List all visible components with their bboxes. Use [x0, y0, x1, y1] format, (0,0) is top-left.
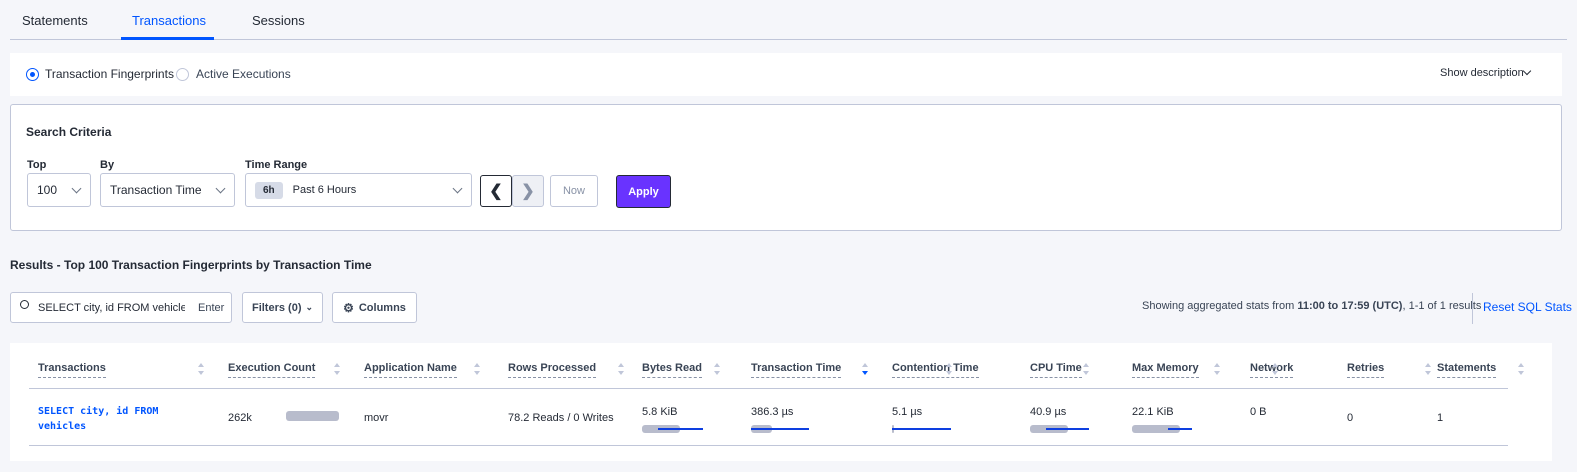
time-range-label: Time Range — [245, 159, 308, 171]
column-header-rows-processed[interactable]: Rows Processed — [508, 362, 597, 378]
column-header-bytes-read[interactable]: Bytes Read — [642, 362, 702, 378]
sort-desc-icon[interactable] — [862, 363, 868, 375]
columns-button[interactable]: ⚙ Columns — [332, 292, 417, 323]
tab-sessions[interactable]: Sessions — [252, 13, 305, 28]
sort-icon[interactable] — [1425, 363, 1431, 375]
max-memory-deviation — [1168, 428, 1192, 430]
execution-count: 262k — [228, 412, 252, 424]
time-range-select[interactable]: 6h Past 6 Hours — [245, 173, 472, 207]
column-header-contention-time[interactable]: Contention Time — [892, 362, 979, 378]
sort-icon[interactable] — [474, 363, 480, 375]
column-header-network[interactable]: Network — [1250, 362, 1294, 378]
view-toggle-bar: Transaction Fingerprints Active Executio… — [10, 53, 1562, 96]
by-value: Transaction Time — [110, 183, 202, 197]
execution-count-bar — [286, 411, 339, 421]
tab-statements[interactable]: Statements — [22, 13, 88, 28]
by-label: By — [100, 159, 115, 171]
transaction-link[interactable]: SELECT city, id FROM vehicles — [38, 404, 158, 434]
column-header-application-name[interactable]: Application Name — [364, 362, 457, 378]
statements-count: 1 — [1437, 412, 1444, 424]
bytes-read-deviation — [658, 428, 703, 430]
tab-divider — [10, 39, 1567, 40]
application-name: movr — [364, 412, 389, 424]
search-input[interactable]: SELECT city, id FROM vehicles W Enter — [10, 292, 232, 323]
transaction-text[interactable]: vehicles — [38, 421, 87, 432]
filters-button[interactable]: Filters (0) ⌄ — [242, 292, 323, 323]
show-description-button[interactable]: Show description — [1440, 67, 1524, 79]
rows-processed: 78.2 Reads / 0 Writes — [508, 412, 614, 424]
transaction-time: 386.3 µs — [751, 406, 794, 418]
search-criteria-title: Search Criteria — [26, 125, 112, 139]
chevron-down-icon: ⌄ — [305, 302, 314, 312]
tab-transactions[interactable]: Transactions — [132, 13, 206, 28]
transaction-text[interactable]: SELECT city, id FROM — [38, 406, 159, 417]
bytes-read: 5.8 KiB — [642, 406, 678, 418]
max-memory-bar — [1132, 425, 1180, 433]
column-header-max-memory[interactable]: Max Memory — [1132, 362, 1199, 378]
retries: 0 — [1347, 412, 1354, 424]
radio-transaction-fingerprints[interactable] — [26, 68, 39, 81]
cpu-time-deviation — [1046, 428, 1089, 430]
search-criteria-panel: Search Criteria Top By Time Range 100 Tr… — [10, 104, 1562, 231]
now-button[interactable]: Now — [550, 175, 598, 207]
columns-label: Columns — [358, 301, 406, 314]
results-title: Results - Top 100 Transaction Fingerprin… — [10, 258, 372, 272]
search-value[interactable]: SELECT city, id FROM vehicles W — [38, 302, 185, 314]
contention-time: 5.1 µs — [892, 406, 923, 418]
stats-prefix: Showing aggregated stats from — [1142, 300, 1298, 312]
gear-icon: ⚙ — [343, 300, 354, 315]
max-memory: 22.1 KiB — [1132, 406, 1174, 418]
stats-tz: (UTC) — [1372, 300, 1403, 312]
sort-icon[interactable] — [1214, 363, 1220, 375]
chevron-left-icon: ❮ — [489, 183, 503, 200]
radio-active-executions[interactable] — [176, 68, 189, 81]
sort-icon[interactable] — [334, 363, 340, 375]
sort-icon[interactable] — [1083, 363, 1089, 375]
chevron-down-icon — [1522, 66, 1532, 76]
top-label: Top — [27, 159, 47, 171]
network: 0 B — [1250, 406, 1267, 418]
top-select[interactable]: 100 — [27, 173, 91, 207]
reset-sql-stats-link[interactable]: Reset SQL Stats — [1483, 300, 1572, 314]
sort-icon[interactable] — [198, 363, 204, 375]
chevron-down-icon — [71, 183, 82, 194]
divider — [1472, 293, 1473, 324]
chevron-down-icon — [215, 183, 226, 194]
top-value: 100 — [37, 183, 58, 197]
next-time-button[interactable]: ❯ — [512, 175, 544, 207]
transactions-table — [10, 343, 1552, 461]
stats-suffix: , 1-1 of 1 results — [1402, 300, 1482, 312]
sort-icon[interactable] — [714, 363, 720, 375]
sort-icon[interactable] — [618, 363, 624, 375]
row-divider — [29, 445, 1508, 446]
chevron-right-icon: ❯ — [521, 183, 535, 200]
sort-icon[interactable] — [1272, 363, 1278, 375]
by-select[interactable]: Transaction Time — [100, 173, 235, 207]
sort-icon[interactable] — [946, 363, 952, 375]
column-header-transaction-time[interactable]: Transaction Time — [751, 362, 842, 378]
cpu-time: 40.9 µs — [1030, 406, 1067, 418]
stats-summary: Showing aggregated stats from 11:00 to 1… — [1142, 300, 1481, 312]
column-header-cpu-time[interactable]: CPU Time — [1030, 362, 1082, 378]
previous-time-button[interactable]: ❮ — [480, 175, 512, 207]
filters-label: Filters (0) — [251, 301, 302, 314]
column-header-execution-count[interactable]: Execution Count — [228, 362, 316, 378]
column-header-retries[interactable]: Retries — [1347, 362, 1385, 378]
transaction-time-deviation — [751, 428, 809, 430]
apply-button[interactable]: Apply — [616, 175, 671, 208]
active-tab-indicator — [121, 37, 214, 40]
column-header-transactions[interactable]: Transactions — [38, 362, 106, 378]
sort-icon[interactable] — [1518, 363, 1524, 375]
column-header-statements[interactable]: Statements — [1437, 362, 1497, 378]
time-range-badge: 6h — [255, 181, 283, 199]
radio-label[interactable]: Transaction Fingerprints — [45, 67, 174, 81]
time-range-value: Past 6 Hours — [292, 184, 357, 196]
search-icon — [20, 300, 29, 309]
header-divider — [29, 388, 1508, 389]
search-enter-hint[interactable]: Enter — [198, 302, 225, 314]
chevron-down-icon — [452, 183, 463, 194]
radio-label[interactable]: Active Executions — [196, 67, 291, 81]
contention-time-deviation — [892, 428, 951, 430]
stats-range: 11:00 to 17:59 — [1297, 300, 1370, 312]
